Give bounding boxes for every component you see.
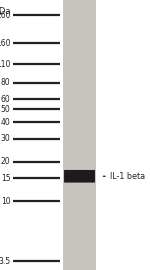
- Text: 110: 110: [0, 60, 11, 69]
- Text: 60: 60: [1, 94, 10, 103]
- Text: 260: 260: [0, 11, 11, 20]
- Text: 40: 40: [1, 118, 10, 127]
- Text: 10: 10: [1, 197, 10, 206]
- Text: 20: 20: [1, 157, 10, 166]
- FancyBboxPatch shape: [64, 170, 95, 183]
- Text: kDa: kDa: [0, 7, 11, 16]
- Text: 30: 30: [1, 134, 10, 143]
- Text: 50: 50: [1, 105, 10, 114]
- Text: 160: 160: [0, 39, 11, 48]
- Text: IL-1 beta: IL-1 beta: [110, 172, 145, 181]
- Text: 3.5: 3.5: [0, 257, 11, 266]
- Bar: [63, 0, 96, 270]
- Text: 15: 15: [1, 174, 10, 183]
- Text: 80: 80: [1, 78, 10, 87]
